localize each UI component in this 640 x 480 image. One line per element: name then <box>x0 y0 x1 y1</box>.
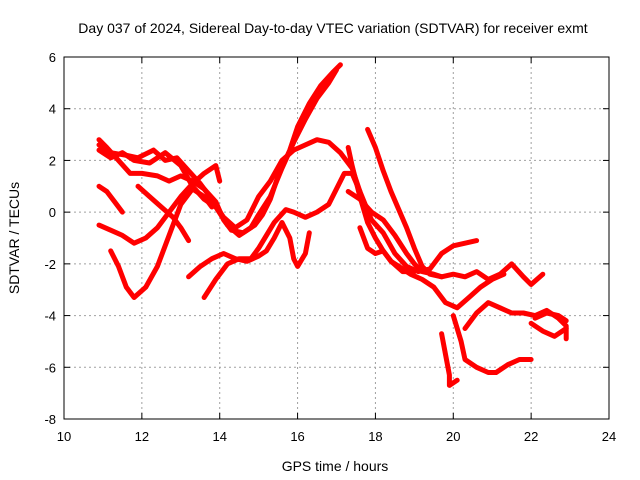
x-tick-label: 10 <box>57 429 71 444</box>
x-tick-label: 12 <box>135 429 149 444</box>
data-series-trace <box>345 145 507 311</box>
y-tick-label: 0 <box>49 205 56 220</box>
axis-ticks <box>63 56 610 420</box>
y-axis-label: SDTVAR / TECUs <box>6 182 22 294</box>
data-series-trace <box>532 310 569 324</box>
data-series-trace <box>108 186 215 300</box>
data-series-trace <box>345 189 445 280</box>
x-tick-label: 24 <box>602 429 616 444</box>
plot-frame <box>63 56 610 420</box>
data-series-trace <box>186 220 312 280</box>
plot-data <box>96 62 569 388</box>
x-tick-label: 22 <box>524 429 538 444</box>
y-tick-label: -6 <box>44 360 56 375</box>
data-series-trace <box>96 163 223 246</box>
y-tick-label: 4 <box>49 102 56 117</box>
x-tick-label: 18 <box>368 429 382 444</box>
y-tick-label: -8 <box>44 412 56 427</box>
y-tick-label: -2 <box>44 257 56 272</box>
data-series-trace <box>201 170 363 300</box>
data-series-trace <box>462 300 569 342</box>
gridlines <box>64 57 609 419</box>
y-tick-label: -4 <box>44 309 56 324</box>
x-tick-label: 14 <box>212 429 226 444</box>
x-axis-label: GPS time / hours <box>282 458 389 474</box>
data-series-trace <box>96 67 339 238</box>
data-series-trace <box>96 183 125 215</box>
data-series-trace <box>450 313 534 375</box>
x-tick-label: 16 <box>290 429 304 444</box>
data-series-trace <box>357 225 417 275</box>
data-series-trace <box>135 183 192 244</box>
data-series-trace <box>528 320 569 339</box>
chart-title: Day 037 of 2024, Sidereal Day-to-day VTE… <box>78 20 587 36</box>
x-tick-label: 20 <box>446 429 460 444</box>
y-tick-label: 6 <box>49 50 56 65</box>
y-tick-label: 2 <box>49 153 56 168</box>
data-series-trace <box>439 331 460 388</box>
